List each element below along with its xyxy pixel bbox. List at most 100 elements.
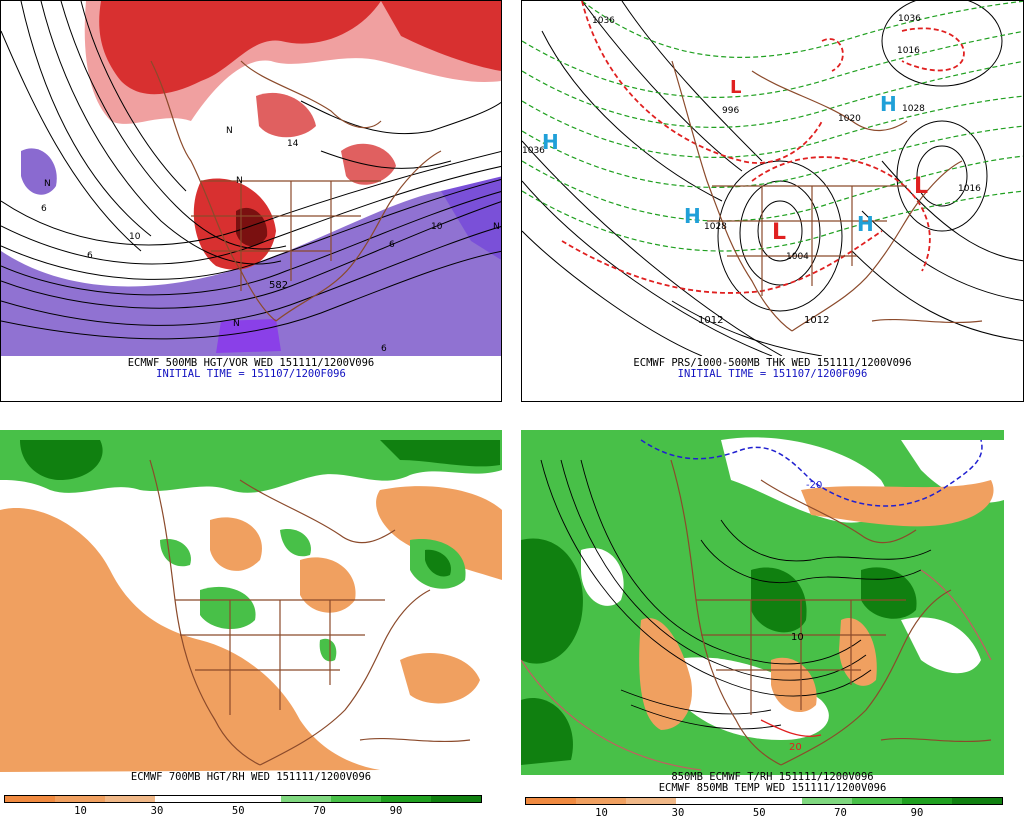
colorbar-tick: 10	[595, 807, 608, 819]
coastlines	[150, 60, 442, 322]
temperature-contours	[540, 459, 932, 730]
isobar-label: 1016	[958, 184, 981, 194]
vorticity-negative-region	[441, 176, 501, 260]
vorticity-core	[236, 207, 268, 247]
height-contours	[1, 1, 501, 340]
panel-caption-secondary: ECMWF 850MB TEMP WED 151111/1200V096	[658, 782, 887, 794]
rh-neutral-region	[671, 657, 829, 740]
map-850mb-temp-rh: 10 20 -20	[521, 430, 1004, 775]
high-pressure-marker: H	[684, 204, 701, 228]
rh-dry-region	[300, 557, 356, 613]
rh-neutral-region	[581, 548, 624, 606]
vorticity-positive-region	[99, 1, 382, 95]
coastlines	[670, 459, 992, 766]
isobars	[522, 1, 1023, 356]
vorticity-positive-region	[381, 1, 501, 71]
isobar-label: 1036	[522, 146, 545, 156]
vorticity-label: 6	[87, 251, 93, 261]
isobar-label: 1016	[897, 46, 920, 56]
vorticity-label: 6	[41, 204, 47, 214]
high-pressure-marker: H	[542, 130, 559, 154]
coastlines	[671, 60, 983, 332]
rh-moist-region	[521, 538, 583, 664]
colorbar-tick: 70	[834, 807, 847, 819]
colorbar-tick: 10	[74, 805, 87, 817]
isobar-label: 1020	[838, 114, 861, 124]
vorticity-label: 10	[431, 222, 443, 232]
rh-moist-region	[521, 698, 573, 765]
vorticity-label: N	[236, 176, 243, 186]
high-pressure-marker: H	[880, 92, 897, 116]
rh-moist-region	[280, 529, 311, 557]
panel-caption: ECMWF 500MB HGT/VOR WED 151111/1200V096	[127, 357, 375, 369]
isobar-label: 1036	[898, 14, 921, 24]
temp-contour-label: -20	[806, 480, 822, 491]
rh-dry-region	[376, 486, 502, 580]
low-pressure-marker: L	[772, 220, 786, 245]
vorticity-positive-region	[193, 178, 276, 270]
panel-850mb-temp-rh: 10 20 -20 850MB ECMWF T/RH 151111/1200V0…	[521, 420, 1024, 819]
rh-neutral-region	[901, 617, 981, 674]
rh-moist-region	[200, 586, 256, 630]
rh-moist-region	[380, 440, 500, 467]
vorticity-label: N	[226, 126, 233, 136]
panel-caption: ECMWF PRS/1000-500MB THK WED 151111/1200…	[633, 357, 912, 369]
map-700mb-rh	[0, 430, 502, 775]
rh-dry-region	[771, 657, 817, 713]
thickness-lines-green	[522, 1, 1023, 252]
vorticity-label: 14	[287, 139, 299, 149]
vorticity-negative-region	[1, 181, 501, 356]
panel-500mb-vorticity: 582 N N N N N 6 6 6 6 10 10 14 ECMWF 500…	[0, 0, 502, 402]
thickness-lines-red	[561, 1, 965, 294]
vorticity-label: 10	[129, 232, 141, 242]
rh-moist-region	[425, 549, 451, 577]
vorticity-label: N	[233, 319, 240, 329]
isobar-label: 1036	[592, 16, 615, 26]
vorticity-positive-region	[341, 143, 396, 185]
rh-moist-region	[20, 440, 103, 480]
vorticity-label: N	[493, 222, 500, 232]
panel-pressure-thickness: H H H H L L L 1012 1012 1004 1020 1028 1…	[521, 0, 1024, 402]
vorticity-positive-region	[256, 92, 316, 138]
map-pressure-thickness: H H H H L L L 1012 1012 1004 1020 1028 1…	[522, 1, 1023, 356]
isobar-label: 996	[722, 106, 739, 116]
isobar-label: 1012	[698, 315, 723, 326]
isobar-label: 1028	[704, 222, 727, 232]
panel-caption: 850MB ECMWF T/RH 151111/1200V096	[671, 771, 874, 783]
rh-dry-region	[801, 480, 994, 527]
temp-contour-warm	[521, 659, 702, 771]
colorbar-tick: 30	[150, 805, 164, 817]
temp-contour-label: 20	[789, 742, 802, 753]
colorbar-tick: 30	[671, 807, 685, 819]
temp-contour-label: 10	[791, 632, 804, 643]
low-pressure-marker: L	[730, 77, 741, 98]
rh-moist-region	[319, 638, 337, 662]
rh-dry-region	[639, 618, 692, 730]
freezing-line	[640, 439, 983, 507]
panel-initial-time: INITIAL TIME = 151107/1200F096	[677, 368, 868, 380]
isobar-label: 1004	[786, 252, 809, 262]
temp-contour-warm	[760, 719, 822, 737]
isobar-label: 1028	[902, 104, 925, 114]
colorbar-tick: 90	[910, 807, 924, 819]
rh-colorbar	[4, 795, 482, 803]
high-pressure-marker: H	[857, 212, 874, 236]
rh-colorbar	[525, 797, 1003, 805]
temp-contour-warm	[920, 569, 992, 661]
panel-initial-time: INITIAL TIME = 151107/1200F096	[156, 368, 346, 380]
rh-dry-region	[0, 508, 380, 772]
rh-moist-region	[0, 430, 502, 493]
vorticity-label: 6	[381, 344, 387, 354]
vorticity-label: N	[44, 179, 51, 189]
rh-moist-region	[861, 567, 917, 619]
colorbar-tick: 50	[752, 807, 766, 819]
colorbar-tick: 50	[231, 805, 245, 817]
vorticity-negative-region	[216, 319, 281, 353]
vorticity-negative-region	[21, 148, 57, 195]
map-500mb-vorticity: 582 N N N N N 6 6 6 6 10 10 14	[1, 1, 501, 356]
low-pressure-marker: L	[914, 174, 928, 199]
contour-label: 582	[269, 280, 288, 291]
colorbar-tick: 70	[313, 805, 326, 817]
coastlines	[149, 459, 471, 766]
panel-caption: ECMWF 700MB HGT/RH WED 151111/1200V096	[130, 771, 372, 783]
